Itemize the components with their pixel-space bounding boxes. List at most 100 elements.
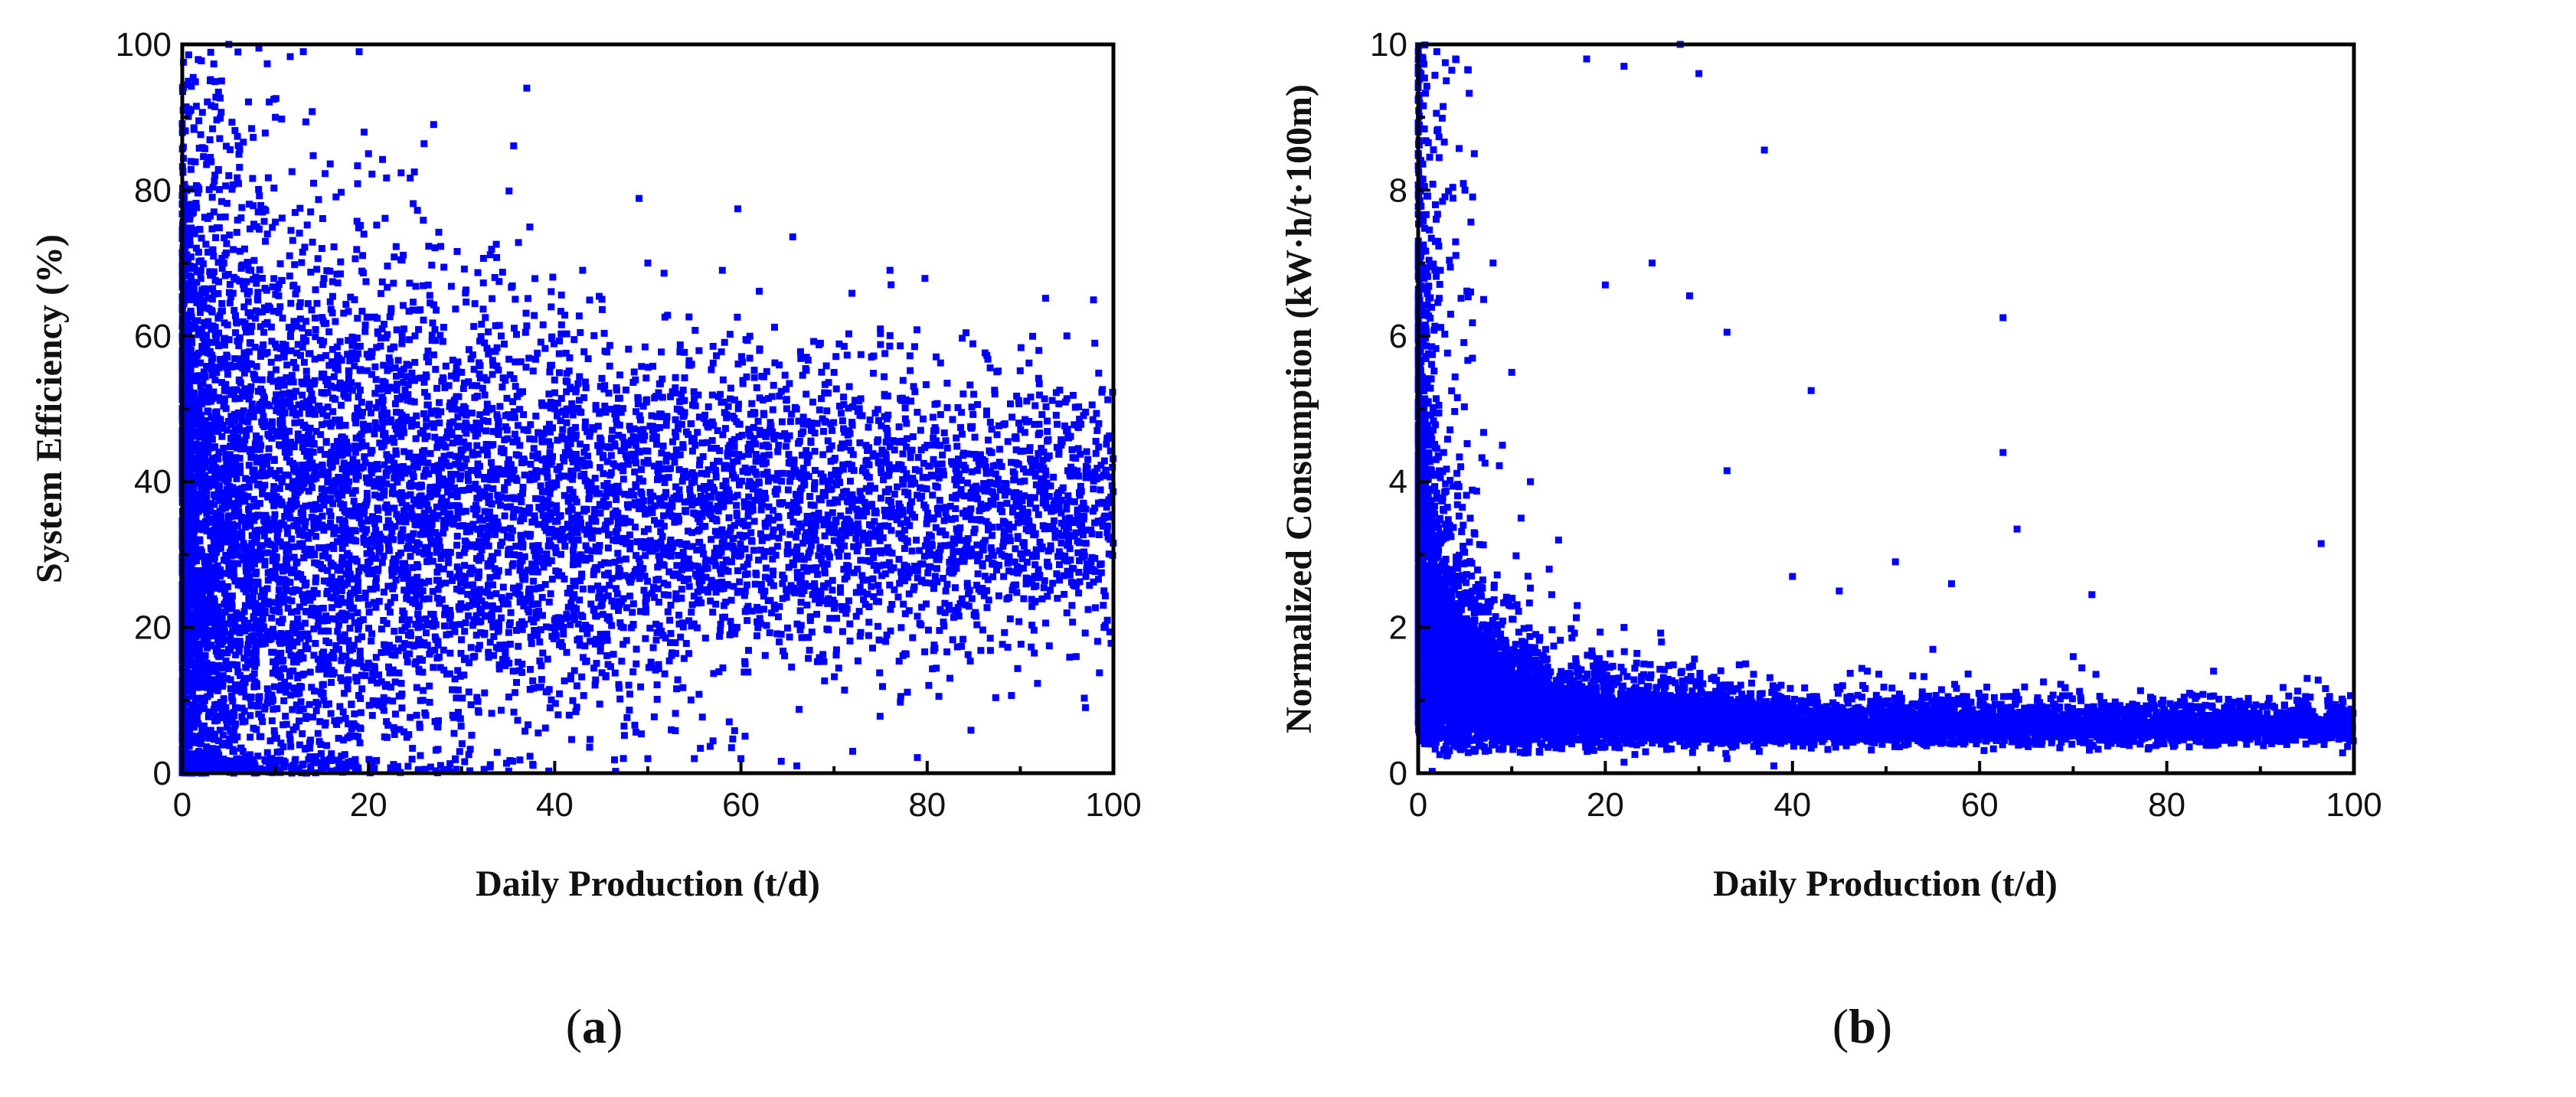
scatter-point — [296, 717, 302, 725]
scatter-point — [741, 545, 749, 553]
scatter-point — [453, 541, 461, 549]
scatter-point — [739, 533, 747, 540]
scatter-point — [576, 397, 583, 404]
scatter-point — [894, 593, 902, 601]
scatter-point — [359, 409, 366, 416]
scatter-point — [992, 493, 999, 501]
scatter-point — [608, 597, 616, 605]
scatter-point — [754, 603, 761, 611]
scatter-point — [213, 224, 221, 231]
scatter-point — [277, 404, 285, 412]
scatter-point — [668, 726, 675, 733]
scatter-point — [328, 679, 335, 686]
scatter-point — [821, 677, 829, 684]
scatter-point — [745, 493, 753, 501]
scatter-point — [235, 180, 242, 188]
scatter-point — [237, 517, 245, 524]
scatter-point — [675, 539, 683, 547]
scatter-point — [310, 179, 317, 187]
scatter-point — [287, 347, 295, 354]
scatter-point — [633, 728, 639, 736]
scatter-point — [1004, 438, 1012, 446]
scatter-point — [319, 605, 327, 612]
scatter-point — [351, 710, 358, 717]
scatter-point — [353, 459, 361, 466]
scatter-point — [731, 521, 738, 529]
scatter-point — [307, 763, 315, 771]
scatter-point — [859, 529, 867, 537]
scatter-point — [482, 441, 490, 448]
scatter-point — [499, 269, 506, 276]
scatter-point — [806, 547, 814, 555]
scatter-point — [966, 658, 974, 665]
scatter-point — [1067, 463, 1074, 471]
scatter-point — [284, 596, 292, 603]
scatter-point — [533, 454, 541, 462]
scatter-point — [486, 475, 494, 483]
scatter-point — [959, 635, 967, 643]
scatter-point — [556, 690, 564, 697]
scatter-point — [804, 553, 812, 561]
scatter-point — [886, 443, 894, 450]
scatter-point — [493, 344, 501, 351]
scatter-point — [646, 537, 654, 544]
scatter-point — [492, 531, 499, 538]
scatter-point — [1097, 569, 1105, 576]
scatter-point — [561, 677, 568, 684]
scatter-point — [963, 479, 971, 487]
scatter-point — [270, 275, 278, 282]
scatter-point — [354, 162, 361, 169]
scatter-point — [264, 693, 272, 700]
scatter-point — [203, 669, 211, 677]
scatter-point — [773, 543, 781, 550]
scatter-point — [617, 447, 625, 455]
scatter-point — [319, 468, 327, 475]
scatter-point — [641, 343, 649, 351]
scatter-point — [659, 442, 667, 450]
scatter-point — [476, 374, 484, 382]
scatter-point — [776, 602, 783, 610]
scatter-point — [315, 665, 322, 673]
scatter-point — [354, 180, 361, 188]
scatter-point — [547, 442, 554, 449]
scatter-point — [377, 335, 384, 342]
scatter-point — [231, 577, 239, 585]
scatter-point — [293, 701, 300, 709]
scatter-point — [327, 710, 335, 717]
scatter-point — [811, 448, 819, 455]
scatter-point — [790, 463, 798, 471]
scatter-point — [713, 531, 721, 539]
scatter-point — [1012, 545, 1019, 553]
scatter-point — [921, 275, 929, 282]
scatter-point — [255, 44, 263, 52]
scatter-point — [217, 308, 225, 315]
scatter-point — [1032, 481, 1040, 488]
scatter-point — [727, 618, 734, 625]
scatter-point — [310, 524, 318, 532]
scatter-point — [865, 474, 873, 482]
scatter-point — [374, 461, 381, 468]
scatter-point — [423, 393, 431, 400]
scatter-point — [530, 445, 538, 452]
scatter-point — [1074, 445, 1082, 452]
scatter-point — [695, 391, 702, 399]
scatter-point — [411, 358, 419, 366]
scatter-point — [260, 423, 268, 430]
scatter-point — [446, 419, 454, 426]
scatter-point — [242, 563, 250, 570]
scatter-point — [771, 323, 778, 331]
scatter-point — [885, 511, 893, 518]
scatter-point — [630, 425, 638, 433]
scatter-point — [805, 655, 812, 662]
scatter-point — [951, 606, 959, 614]
scatter-point — [533, 558, 541, 566]
scatter-point — [1095, 443, 1103, 451]
scatter-point — [259, 718, 266, 726]
scatter-point — [936, 627, 943, 635]
scatter-point — [770, 526, 777, 534]
scatter-point — [197, 569, 204, 576]
scatter-point — [647, 504, 655, 512]
scatter-point — [769, 516, 776, 524]
scatter-point — [575, 312, 583, 320]
scatter-point — [561, 615, 569, 622]
